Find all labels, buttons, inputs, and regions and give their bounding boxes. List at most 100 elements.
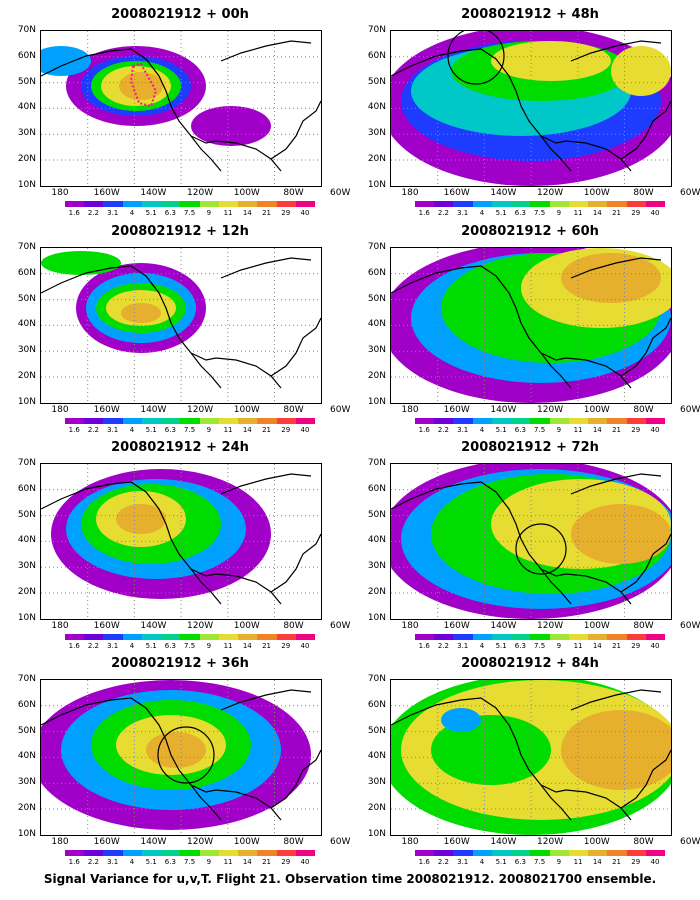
lat-tick-label: 70N [367,458,386,468]
lat-tick-label: 50N [17,509,36,520]
colorbar-swatch [257,201,277,207]
colorbar-tick-label: 21 [262,426,271,434]
lat-tick-label: 70N [367,242,386,252]
lon-tick-label: 160W [93,405,120,415]
colorbar-swatch [453,418,473,424]
lat-tick-label: 50N [17,76,36,87]
colorbar-tick-label: 11 [573,642,583,650]
panel-title: 2008021912 + 36h [111,656,249,671]
lat-tick-label: 40N [367,535,386,546]
colorbar-swatch [180,634,200,640]
colorbar-tick-label: 5.1 [495,209,507,217]
target-circle [515,523,567,575]
colorbar-tick-label: 9 [556,209,562,217]
lat-tick-label: 60N [367,699,386,710]
colorbar-tick-label: 11 [573,209,583,217]
colorbar-swatch [626,201,646,207]
colorbar-swatch [588,418,608,424]
colorbar-tick-label: 11 [223,642,233,650]
colorbar [415,634,666,640]
figure-caption: Signal Variance for u,v,T. Flight 21. Ob… [43,872,657,886]
colorbar-swatch [257,418,277,424]
colorbar [415,850,666,856]
map-panel: 2008021912 + 36h 70N 60N 50N 40N 30N 20N 10N 180… [0,654,351,866]
colorbar-tick-label: 40 [300,858,310,866]
lat-tick-label: 20N [367,154,386,164]
lon-tick-label: 100W [583,405,610,415]
lat-tick-label: 30N [367,345,386,356]
map-panel: 2008021912 + 12h 70N 60N 50N 40N 30N 20N 10N 180… [0,222,351,434]
colorbar-swatch [141,850,162,856]
map-panel: 2008021912 + 60h 70N 60N 50N 40N 30N 20N 10N 180… [350,222,700,434]
colorbar-swatch [453,850,473,856]
lon-tick-label: 120W [187,837,214,847]
lon-tick-label: 160W [93,188,120,198]
colorbar-tick-label: 29 [631,642,641,650]
lat-tick-label: 10N [367,179,386,190]
colorbar-tick-label: 2.2 [87,642,100,650]
colorbar-tick-label: 4 [129,642,135,650]
lat-tick-label: 20N [17,587,36,597]
variance-contour [611,46,671,96]
colorbar-tick-label: 40 [300,426,310,434]
lat-tick-label: 10N [367,828,386,839]
colorbar-tick-label: 4 [129,209,135,217]
colorbar-tick-label: 7.5 [184,426,196,434]
lat-tick-label: 10N [367,396,386,407]
lon-tick-label: 160W [443,621,470,631]
colorbar-tick-label: 11 [223,858,233,866]
colorbar-tick-label: 6.3 [514,642,526,650]
lat-tick-label: 20N [17,154,36,164]
colorbar-swatch [65,850,85,856]
colorbar-tick-label: 2.2 [87,858,100,866]
lat-tick-label: 50N [367,725,386,736]
lat-tick-label: 60N [367,267,386,278]
panel-title: 2008021912 + 48h [461,7,599,22]
colorbar-tick-label: 6.3 [164,209,176,217]
variance-contour [561,253,661,303]
lon-tick-label: 160W [443,188,470,198]
lon-tick-label: 120W [537,188,564,198]
colorbar-swatch [295,201,316,207]
colorbar-swatch [415,418,435,424]
colorbar-tick-label: 3.1 [107,209,119,217]
colorbar-tick-label: 4 [129,858,135,866]
lat-tick-label: 30N [17,128,36,139]
lat-tick-label: 50N [17,725,36,736]
lon-tick-label: 60W [680,837,700,847]
colorbar-swatch [84,850,104,856]
lat-tick-label: 20N [367,587,386,597]
colorbar-tick-label: 29 [281,858,291,866]
colorbar-swatch [180,418,200,424]
colorbar-tick-label: 1.6 [418,426,430,434]
colorbar-tick-label: 4 [479,858,485,866]
colorbar-tick-label: 14 [242,858,252,866]
colorbar-swatch [491,201,512,207]
lat-tick-label: 10N [17,396,36,407]
colorbar-swatch [626,850,646,856]
lat-tick-label: 40N [17,319,36,330]
lat-tick-label: 40N [367,319,386,330]
colorbar-swatch [84,418,104,424]
colorbar-swatch [276,418,296,424]
lon-tick-label: 160W [93,621,120,631]
colorbar-swatch [218,418,239,424]
colorbar-tick-label: 14 [592,209,602,217]
colorbar-tick-label: 29 [631,209,641,217]
colorbar-swatch [491,850,512,856]
colorbar-tick-label: 29 [281,642,291,650]
colorbar-tick-label: 7.5 [534,209,546,217]
lat-tick-label: 50N [17,293,36,304]
lon-tick-label: 100W [233,188,260,198]
lon-tick-label: 180 [51,621,69,631]
lat-tick-label: 60N [367,483,386,494]
lat-tick-label: 60N [367,50,386,61]
variance-contour [146,732,206,768]
colorbar-tick-label: 14 [242,209,252,217]
colorbar-swatch [491,418,512,424]
lat-tick-label: 10N [17,828,36,839]
lat-tick-label: 40N [17,102,36,113]
variance-contour [571,504,671,564]
map-panel: 2008021912 + 72h 70N 60N 50N 40N 30N 20N 10N 180… [350,438,700,650]
target-circle [157,726,215,784]
